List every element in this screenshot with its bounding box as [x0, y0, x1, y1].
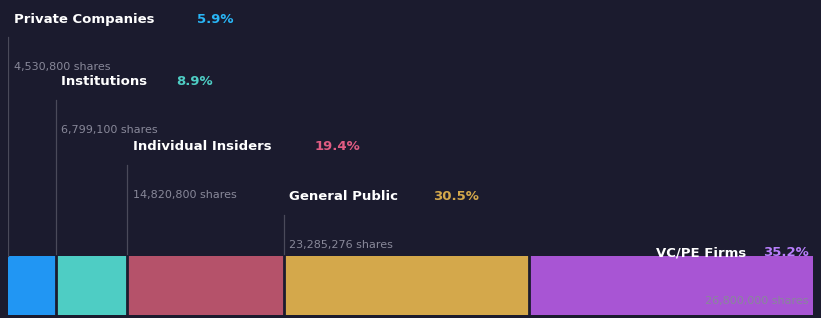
Bar	[127, 256, 283, 315]
Bar	[56, 256, 127, 315]
Text: 6,799,100 shares: 6,799,100 shares	[62, 125, 158, 135]
Text: 23,285,276 shares: 23,285,276 shares	[289, 240, 393, 250]
Text: Private Companies: Private Companies	[14, 12, 159, 25]
Bar	[283, 256, 530, 315]
Text: 8.9%: 8.9%	[177, 75, 213, 88]
Text: Individual Insiders: Individual Insiders	[133, 140, 277, 153]
Text: 4,530,800 shares: 4,530,800 shares	[14, 62, 110, 73]
Text: General Public: General Public	[289, 190, 403, 203]
Text: 26,800,000 shares: 26,800,000 shares	[705, 296, 809, 306]
Text: Institutions: Institutions	[62, 75, 152, 88]
Text: 14,820,800 shares: 14,820,800 shares	[133, 190, 236, 200]
Bar	[8, 256, 56, 315]
Text: 19.4%: 19.4%	[314, 140, 360, 153]
Bar	[530, 256, 813, 315]
Text: 30.5%: 30.5%	[433, 190, 479, 203]
Text: 5.9%: 5.9%	[197, 12, 234, 25]
Text: 35.2%: 35.2%	[763, 246, 809, 259]
Text: VC/PE Firms: VC/PE Firms	[656, 246, 751, 259]
